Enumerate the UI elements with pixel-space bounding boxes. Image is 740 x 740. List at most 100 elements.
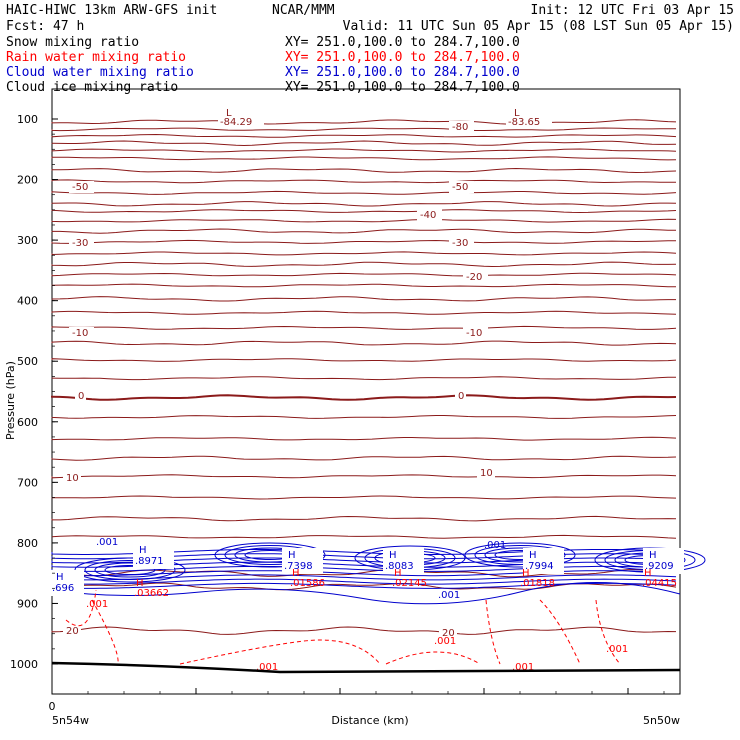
minimum-symbol: L — [514, 108, 520, 119]
minimum-value: -83.65 — [508, 117, 540, 128]
y-tick-label: 500 — [17, 355, 38, 368]
isotherm-line — [51, 495, 677, 500]
cloud-water-contour — [94, 562, 166, 578]
isotherm-label: -10 — [466, 328, 482, 339]
isotherm-line — [51, 340, 677, 346]
isotherm-label: -30 — [452, 238, 468, 249]
isotherm-label-bg — [63, 472, 81, 484]
isotherm-label: 0 — [458, 391, 464, 402]
isotherm-label-bg — [417, 209, 442, 221]
isotherm-label-bg — [63, 625, 81, 637]
contour-label: .001 — [438, 590, 460, 601]
isotherm-line — [51, 272, 677, 277]
x-start-label: 5n54w — [52, 714, 89, 727]
cloud-max-value: .7994 — [525, 561, 554, 572]
isotherm-label: -10 — [72, 328, 88, 339]
cloud-water-contour — [51, 570, 677, 577]
isotherm-line — [51, 376, 677, 381]
plot-frame — [51, 88, 681, 695]
contour-label: .001 — [256, 662, 278, 673]
rain-max-symbol: H — [136, 578, 144, 589]
x-end-label: 5n50w — [643, 714, 680, 727]
cloud-max-value: .8971 — [135, 556, 164, 567]
field-xy-cloudwater: XY= 251.0,100.0 to 284.7,100.0 — [285, 65, 520, 80]
isotherm-label: -40 — [420, 210, 436, 221]
rain-max-symbol: H — [394, 568, 402, 579]
isotherm-line — [51, 218, 677, 223]
cloud-water-contour — [51, 581, 681, 605]
center-label: NCAR/MMM — [272, 3, 335, 18]
isotherm-line — [51, 534, 677, 539]
isotherm-label: -80 — [452, 122, 468, 133]
contour-label: .001 — [512, 662, 534, 673]
isotherm-label-bg — [463, 271, 488, 283]
x-axis-title: Distance (km) — [331, 714, 408, 727]
cloud-max-symbol: H — [649, 550, 657, 561]
rain-water-contour — [485, 599, 501, 665]
isotherm-label: 20 — [66, 626, 79, 637]
rain-water-contour — [539, 599, 581, 665]
rain-water-contour — [385, 651, 481, 665]
isotherm-line — [51, 190, 677, 195]
y-tick-label: 700 — [17, 476, 38, 489]
isotherm-line — [51, 296, 676, 302]
cloud-max-bg — [133, 543, 174, 569]
cloud-water-contour — [464, 542, 576, 568]
rain-max-value: .04415 — [642, 578, 677, 589]
isotherm-line — [51, 310, 677, 315]
isotherm-label-bg — [449, 181, 474, 193]
isotherm-line — [51, 325, 677, 330]
isotherm-line — [51, 119, 677, 125]
y-tick-label: 400 — [17, 295, 38, 308]
isotherm-line — [51, 156, 677, 161]
cloud-max-symbol: H — [529, 550, 537, 561]
isotherm-line — [51, 127, 676, 132]
isotherm-line — [51, 283, 676, 288]
y-tick-label: 100 — [17, 113, 38, 126]
minimum-bg — [218, 103, 264, 127]
cloud-water-contour — [104, 565, 156, 575]
cloud-water-contour — [84, 560, 176, 580]
field-name-snow: Snow mixing ratio — [6, 35, 139, 50]
isotherm-label-bg — [449, 121, 474, 133]
rain-max-symbol: H — [522, 568, 530, 579]
isotherm-label: 10 — [66, 473, 79, 484]
isotherm-label-bg — [463, 327, 488, 339]
isotherm-line — [51, 415, 677, 419]
cloud-max-bg — [643, 548, 684, 574]
field-name-rain: Rain water mixing ratio — [6, 50, 186, 65]
rain-max-value: .01586 — [290, 578, 325, 589]
cloud-max-value: .696 — [52, 583, 74, 594]
y-tick-label: 300 — [17, 234, 38, 247]
field-name-cloudice: Cloud ice mixing ratio — [6, 80, 178, 95]
isotherm-line — [51, 474, 677, 479]
isotherm-line — [51, 167, 677, 174]
model-title: HAIC-HIWC 13km ARW-GFS init — [6, 3, 217, 18]
y-tick-label: 600 — [17, 416, 38, 429]
minimum-value: -84.29 — [220, 117, 252, 128]
init-time: Init: 12 UTC Fri 03 Apr 15 — [531, 3, 735, 18]
isotherm-line — [51, 455, 677, 461]
isotherm-line — [51, 133, 677, 138]
forecast-hour: Fcst: 47 h — [6, 19, 84, 34]
cloud-water-contour — [214, 542, 326, 568]
minimum-symbol: L — [226, 108, 232, 119]
axes: 1002003004005006007008009001000Pressure … — [4, 113, 680, 727]
isotherm-line — [51, 626, 677, 635]
isotherm-line — [51, 394, 677, 401]
isotherm-label-bg — [69, 237, 94, 249]
contour-label: .001 — [96, 537, 118, 548]
field-xy-cloudice: XY= 251.0,100.0 to 284.7,100.0 — [285, 80, 520, 95]
isotherm-label-bg — [455, 390, 466, 402]
cloud-max-symbol: H — [288, 550, 296, 561]
isotherm-label-bg — [449, 237, 474, 249]
field-xy-rain: XY= 251.0,100.0 to 284.7,100.0 — [285, 50, 520, 65]
cloud-max-bg — [523, 548, 564, 574]
isotherm-label: -30 — [72, 238, 88, 249]
cloud-max-value: .8083 — [385, 561, 414, 572]
valid-time: Valid: 11 UTC Sun 05 Apr 15 (08 LST Sun … — [343, 19, 734, 34]
y-tick-label: 200 — [17, 174, 38, 187]
minimum-bg — [506, 103, 552, 127]
